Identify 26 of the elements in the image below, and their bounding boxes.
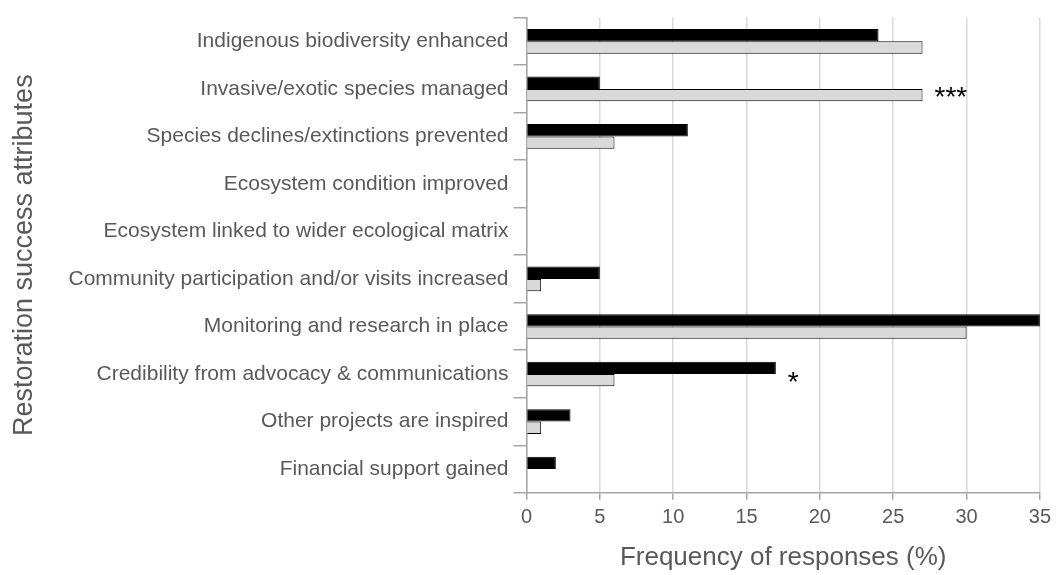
y-tick-label: Financial support gained <box>279 455 509 479</box>
x-axis-title: Frequency of responses (%) <box>619 540 947 571</box>
bar <box>527 314 1040 327</box>
y-tick-label: Ecosystem condition improved <box>223 170 509 194</box>
y-tick-label: Other projects are inspired <box>261 408 509 432</box>
x-tick-label: 25 <box>882 505 905 528</box>
y-tick-label: Credibility from advocacy & communications <box>96 360 509 384</box>
bar <box>527 456 556 470</box>
x-tick-label: 20 <box>808 505 831 528</box>
x-tick-label: 35 <box>1028 505 1051 528</box>
x-tick-label: 30 <box>955 505 978 528</box>
x-tick-label: 15 <box>735 505 758 528</box>
y-tick-label: Species declines/extinctions prevented <box>146 123 509 147</box>
annotation: *** <box>934 80 968 112</box>
bar <box>527 29 879 42</box>
x-tick-label: 5 <box>594 505 606 528</box>
bar <box>527 124 688 137</box>
y-axis-title: Restoration success attributes <box>7 74 38 437</box>
x-tick-label: 0 <box>520 505 533 528</box>
y-tick-label: Ecosystem linked to wider ecological matrix <box>103 218 509 242</box>
annotation: * <box>787 366 799 397</box>
y-tick-label: Indigenous biodiversity enhanced <box>196 28 509 52</box>
y-tick-label: Invasive/exotic species managed <box>200 75 509 99</box>
x-tick-label: 10 <box>662 505 685 528</box>
y-tick-label: Monitoring and research in place <box>203 313 509 337</box>
y-tick-label: Community participation and/or visits increased <box>68 265 509 289</box>
